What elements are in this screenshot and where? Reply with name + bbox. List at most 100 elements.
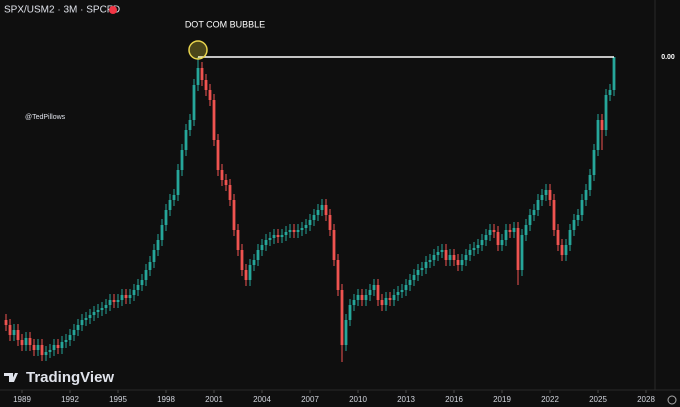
candle-body xyxy=(536,200,540,210)
candle-body xyxy=(436,252,440,255)
candle-body xyxy=(576,215,580,220)
x-tick-label: 2001 xyxy=(205,395,223,404)
candle-body xyxy=(336,260,340,290)
candle-body xyxy=(64,340,68,342)
candle-body xyxy=(456,260,460,265)
candle-body xyxy=(268,238,272,240)
candle-body xyxy=(280,235,284,237)
candle-body xyxy=(244,270,248,280)
candle-body xyxy=(276,235,280,237)
x-tick-label: 2007 xyxy=(301,395,319,404)
x-tick-label: 2028 xyxy=(637,395,655,404)
candle-body xyxy=(380,300,384,305)
candle-body xyxy=(104,305,108,308)
candle-body xyxy=(20,340,24,345)
x-tick-label: 1992 xyxy=(61,395,79,404)
candle-body xyxy=(116,300,120,302)
candle-body xyxy=(412,275,416,280)
candle-body xyxy=(452,255,456,260)
candle-body xyxy=(352,300,356,305)
candle-body xyxy=(100,308,104,310)
candle-body xyxy=(544,190,548,195)
candle-body xyxy=(56,345,60,348)
candle-body xyxy=(60,342,64,348)
candle-body xyxy=(384,298,388,305)
candle-body xyxy=(316,210,320,215)
candle-body xyxy=(220,170,224,180)
candle-body xyxy=(408,280,412,285)
symbol-title[interactable]: SPX/USM2 · 3M · SPCFD xyxy=(4,5,120,16)
candle-body xyxy=(80,320,84,325)
candle-body xyxy=(344,320,348,345)
logo-icon xyxy=(4,373,18,382)
x-tick-label: 2025 xyxy=(589,395,607,404)
candle-body xyxy=(232,200,236,230)
candle-body xyxy=(560,245,564,255)
candle-body xyxy=(492,230,496,232)
x-tick-label: 2019 xyxy=(493,395,511,404)
candle-body xyxy=(440,250,444,252)
candle-body xyxy=(16,330,20,340)
candle-body xyxy=(364,295,368,300)
candle-body xyxy=(360,295,364,300)
candle-body xyxy=(428,260,432,262)
candle-body xyxy=(136,285,140,290)
candle-body xyxy=(332,230,336,260)
candle-body xyxy=(228,185,232,200)
candle-body xyxy=(248,265,252,280)
candle-body xyxy=(356,295,360,300)
candle-body xyxy=(376,285,380,300)
candle-body xyxy=(212,100,216,140)
candle-body xyxy=(416,270,420,275)
candle-body xyxy=(52,345,56,350)
candle-body xyxy=(288,230,292,232)
settings-icon[interactable] xyxy=(667,395,677,405)
candle-body xyxy=(496,232,500,245)
candle-body xyxy=(608,90,612,95)
candle-body xyxy=(528,215,532,225)
candle-body xyxy=(468,250,472,255)
watermark: @TedPillows xyxy=(25,114,66,121)
candle-body xyxy=(460,260,464,265)
candle-body xyxy=(156,240,160,250)
tv-logo: TradingView xyxy=(4,369,114,386)
candle-body xyxy=(172,195,176,200)
candle-body xyxy=(140,280,144,285)
candle-body xyxy=(260,245,264,250)
candle-body xyxy=(12,330,16,335)
candle-body xyxy=(256,250,260,260)
candle-body xyxy=(68,335,72,340)
candle-body xyxy=(108,300,112,305)
candle-body xyxy=(76,325,80,330)
candle-body xyxy=(272,235,276,238)
candle-body xyxy=(472,248,476,250)
candle-body xyxy=(328,215,332,230)
candle-body xyxy=(592,150,596,175)
candle-body xyxy=(488,230,492,235)
candle-body xyxy=(224,180,228,185)
candle-body xyxy=(580,200,584,215)
candle-body xyxy=(480,240,484,245)
candle-body xyxy=(192,85,196,120)
x-tick-label: 1998 xyxy=(157,395,175,404)
candle-body xyxy=(4,320,8,325)
brand-text: TradingView xyxy=(26,369,114,386)
status-dot xyxy=(109,6,117,14)
candle-body xyxy=(160,225,164,240)
candle-body xyxy=(432,255,436,260)
x-tick-label: 1995 xyxy=(109,395,127,404)
x-tick-label: 2016 xyxy=(445,395,463,404)
candle-body xyxy=(204,80,208,90)
candle-body xyxy=(168,200,172,210)
candle-body xyxy=(88,315,92,318)
candle-body xyxy=(444,250,448,260)
candle-body xyxy=(600,120,604,130)
candle-body xyxy=(180,150,184,170)
candle-body xyxy=(236,230,240,250)
candle-body xyxy=(588,175,592,190)
x-tick-label: 2013 xyxy=(397,395,415,404)
x-tick-label: 2004 xyxy=(253,395,271,404)
candle-body xyxy=(584,190,588,200)
candle-body xyxy=(516,228,520,270)
